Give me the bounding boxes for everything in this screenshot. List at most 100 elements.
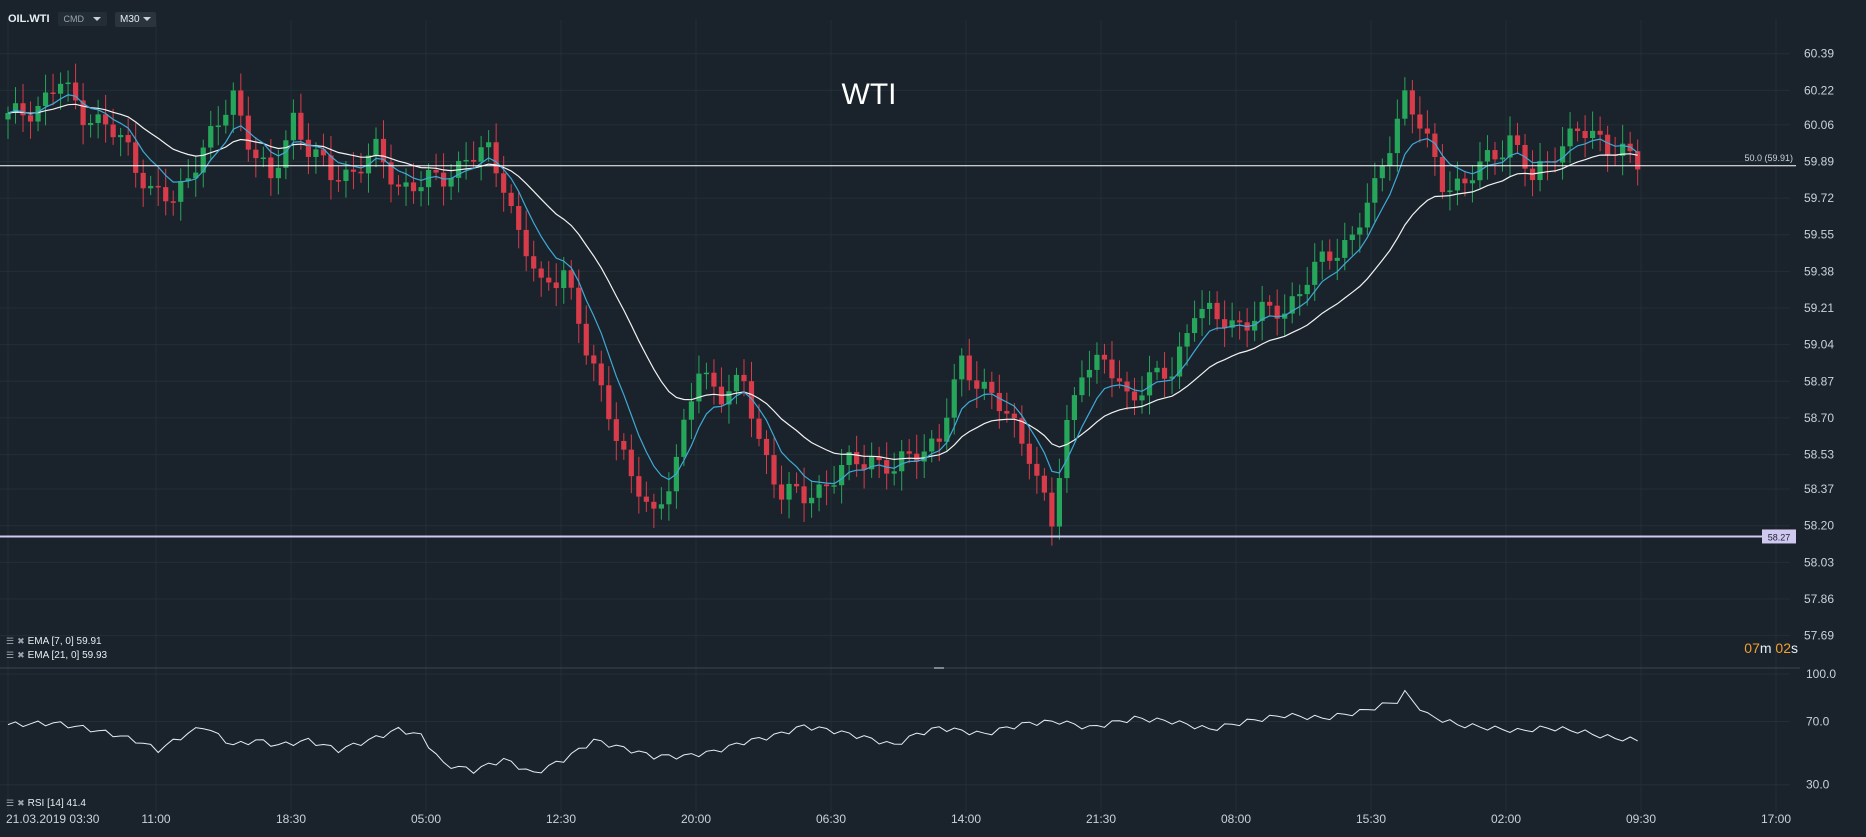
- candle-body: [921, 451, 927, 462]
- candle: [1574, 121, 1581, 142]
- candle: [410, 163, 417, 204]
- candle-countdown: 07m 02s: [1744, 640, 1798, 656]
- candle-body: [395, 184, 402, 187]
- candle-body: [358, 171, 364, 174]
- candle-body: [598, 363, 604, 386]
- candle: [628, 434, 634, 494]
- candle-body: [260, 157, 266, 159]
- candle: [1334, 238, 1340, 281]
- candle-body: [1191, 318, 1198, 334]
- candle: [501, 155, 507, 212]
- candle-body: [343, 169, 349, 181]
- symbol-label[interactable]: OIL.WTI: [8, 13, 50, 25]
- x-tick-label: 21.03.2019 03:30: [6, 812, 100, 826]
- candle-body: [1417, 114, 1423, 129]
- candle: [884, 442, 890, 490]
- candle-body: [1357, 227, 1363, 235]
- candle: [5, 106, 11, 139]
- candle-body: [133, 142, 139, 173]
- candle: [1154, 360, 1160, 381]
- candle-body: [523, 229, 529, 257]
- candle: [230, 82, 236, 133]
- close-icon[interactable]: ✖: [17, 798, 25, 808]
- price-axis: 60.39 60.22 60.06 59.89 59.72 59.55 59.38 59.21…: [1804, 47, 1834, 643]
- list-icon[interactable]: ☰: [6, 636, 15, 646]
- candle-body: [1484, 150, 1491, 162]
- candle-body: [163, 187, 169, 202]
- candle-body: [1056, 478, 1062, 527]
- candle-body: [936, 438, 942, 442]
- mode-select[interactable]: CMD: [57, 12, 108, 26]
- candle: [1199, 290, 1205, 336]
- candle-body: [1086, 369, 1093, 378]
- candle-body: [1214, 302, 1220, 320]
- candle-body: [238, 90, 244, 116]
- pane-resize-handle[interactable]: [934, 667, 944, 669]
- candle: [1229, 302, 1235, 338]
- candle: [1364, 183, 1370, 236]
- candle: [350, 152, 357, 190]
- candle: [959, 348, 965, 397]
- candle-body: [268, 157, 274, 179]
- candle: [403, 168, 409, 206]
- candle: [185, 159, 191, 189]
- candle-body: [471, 159, 477, 162]
- candle-body: [5, 112, 11, 120]
- candle-body: [1026, 443, 1032, 464]
- candle: [72, 63, 79, 110]
- candlestick-series: [5, 63, 1641, 546]
- candle-body: [741, 374, 747, 382]
- candle-body: [1349, 234, 1355, 241]
- y-tick-label: 58.03: [1804, 555, 1834, 569]
- timeframe-select[interactable]: M30: [115, 11, 156, 27]
- candle: [133, 123, 139, 188]
- x-tick-label: 08:00: [1221, 812, 1251, 826]
- candle: [1011, 403, 1017, 438]
- y-tick-label: 59.21: [1804, 301, 1834, 315]
- candle-body: [425, 169, 432, 188]
- candle: [328, 135, 334, 200]
- candle: [1019, 405, 1025, 456]
- candle: [260, 146, 266, 168]
- candle: [1499, 140, 1506, 172]
- candle-body: [583, 323, 589, 356]
- candle-body: [1274, 305, 1280, 319]
- x-tick-label: 20:00: [681, 812, 711, 826]
- list-icon[interactable]: ☰: [6, 798, 15, 808]
- close-icon[interactable]: ✖: [17, 650, 25, 660]
- candle-body: [1372, 178, 1378, 203]
- list-icon[interactable]: ☰: [6, 650, 15, 660]
- candle-body: [230, 90, 236, 115]
- candle-body: [320, 149, 327, 156]
- candle-body: [1176, 346, 1183, 377]
- candle: [921, 434, 927, 479]
- rsi-tick-label: 30.0: [1806, 778, 1830, 792]
- candle: [741, 359, 747, 397]
- candle: [1417, 96, 1423, 143]
- candle: [283, 130, 289, 180]
- candle: [1131, 377, 1138, 416]
- candle-body: [1034, 463, 1040, 476]
- candle: [253, 136, 259, 178]
- ema21-label: EMA [21, 0] 59.93: [27, 650, 108, 661]
- candle: [1349, 226, 1355, 256]
- candle: [906, 439, 912, 464]
- close-icon[interactable]: ✖: [17, 636, 25, 646]
- candle-body: [410, 182, 417, 192]
- candle: [1161, 352, 1168, 397]
- candle: [891, 452, 897, 486]
- candle: [118, 127, 124, 157]
- countdown-seconds: 02: [1775, 640, 1791, 656]
- candle-body: [703, 372, 710, 375]
- time-axis: 21.03.2019 03:30 11:00 18:30 05:00 12:30 20:0…: [6, 812, 1791, 826]
- candle-body: [823, 484, 830, 487]
- candle-body: [996, 392, 1002, 412]
- candle: [636, 456, 642, 514]
- candle: [1462, 170, 1468, 197]
- candle: [200, 139, 206, 188]
- candle: [471, 141, 477, 169]
- candle: [1319, 240, 1325, 280]
- candle-body: [463, 159, 469, 162]
- candle-body: [1514, 135, 1521, 145]
